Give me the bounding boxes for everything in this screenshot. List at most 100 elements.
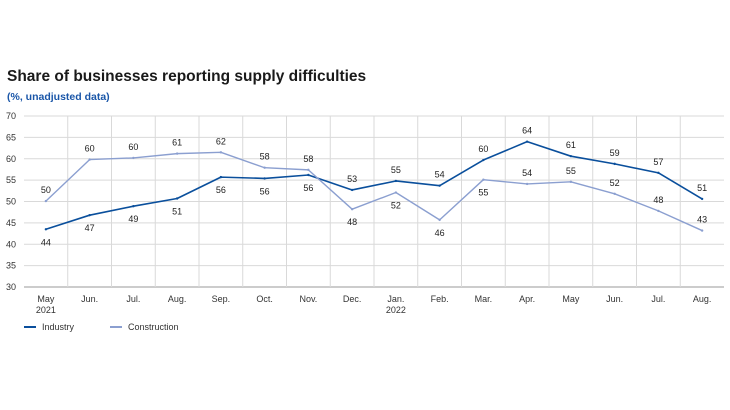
y-tick-label: 45	[6, 218, 16, 228]
data-label-industry: 57	[653, 157, 663, 167]
y-tick-label: 35	[6, 261, 16, 271]
data-point-industry	[219, 175, 223, 179]
data-point-construction	[525, 182, 529, 186]
data-label-industry: 60	[478, 144, 488, 154]
x-tick-label: Sep.	[212, 294, 231, 304]
data-label-construction: 55	[478, 188, 488, 198]
y-tick-label: 55	[6, 175, 16, 185]
y-tick-label: 50	[6, 197, 16, 207]
legend-swatch-industry	[24, 326, 36, 328]
data-point-construction	[394, 191, 398, 194]
legend-item-construction: Construction	[110, 322, 179, 332]
data-label-construction: 58	[260, 152, 270, 162]
data-point-industry	[132, 205, 135, 208]
data-label-industry: 51	[172, 207, 182, 217]
data-label-industry: 61	[566, 140, 576, 150]
data-label-industry: 53	[347, 174, 357, 184]
y-tick-label: 30	[6, 282, 16, 292]
x-tick-label: Jun.	[81, 294, 98, 304]
data-label-industry: 49	[128, 214, 138, 224]
data-label-construction: 52	[610, 178, 620, 188]
data-point-industry	[307, 173, 310, 177]
series-line-industry	[45, 140, 703, 231]
data-point-industry	[700, 197, 704, 201]
legend-label-construction: Construction	[128, 322, 179, 332]
data-label-industry: 56	[303, 183, 313, 193]
data-label-construction: 60	[128, 142, 138, 152]
data-point-construction	[482, 178, 485, 181]
x-tick-year-label: 2022	[386, 305, 406, 315]
data-point-construction	[88, 158, 91, 161]
data-point-construction	[44, 199, 48, 203]
x-tick-label: Jan.	[387, 294, 404, 304]
x-tick-label: Oct.	[256, 294, 273, 304]
data-point-construction	[219, 151, 223, 154]
data-label-construction: 43	[697, 215, 707, 225]
data-point-industry	[175, 197, 179, 200]
data-point-construction	[613, 192, 616, 196]
data-label-industry: 51	[697, 183, 707, 193]
data-label-industry: 64	[522, 126, 532, 136]
data-label-industry: 56	[260, 186, 270, 196]
x-tick-label: Mar.	[475, 294, 493, 304]
x-tick-label: Apr.	[519, 294, 535, 304]
data-label-industry: 54	[435, 170, 445, 180]
data-point-construction	[132, 156, 135, 160]
series-line-construction	[45, 151, 703, 232]
data-point-industry	[438, 184, 441, 187]
data-label-construction: 46	[435, 228, 445, 238]
x-tick-label: Aug.	[693, 294, 712, 304]
data-label-industry: 56	[216, 185, 226, 195]
data-label-construction: 54	[522, 168, 532, 178]
data-point-industry	[569, 154, 573, 158]
data-label-industry: 44	[41, 237, 51, 247]
y-tick-label: 65	[6, 132, 16, 142]
y-tick-label: 70	[6, 111, 16, 121]
data-label-construction: 50	[41, 185, 51, 195]
data-point-industry	[657, 171, 660, 175]
data-point-industry	[525, 140, 529, 143]
chart-subtitle: (%, unadjusted data)	[7, 91, 110, 103]
x-tick-label: Jul.	[651, 294, 665, 304]
data-point-industry	[613, 162, 616, 166]
data-label-industry: 59	[610, 148, 620, 158]
data-point-construction	[307, 168, 310, 172]
x-tick-label: May	[562, 294, 580, 304]
data-label-construction: 48	[347, 217, 357, 227]
data-point-industry	[350, 188, 354, 192]
x-tick-label: Nov.	[299, 294, 317, 304]
data-point-construction	[438, 218, 441, 222]
data-label-construction: 61	[172, 138, 182, 148]
data-label-construction: 48	[653, 195, 663, 205]
data-point-construction	[657, 209, 660, 213]
data-point-industry	[394, 179, 398, 183]
data-point-construction	[175, 152, 179, 155]
x-tick-year-label: 2021	[36, 305, 56, 315]
legend-swatch-construction	[110, 326, 123, 328]
data-point-industry	[482, 158, 485, 162]
legend-item-industry: Industry	[24, 322, 74, 332]
x-tick-label: Jun.	[606, 294, 623, 304]
x-tick-label: Jul.	[126, 294, 140, 304]
data-point-construction	[569, 180, 573, 184]
x-tick-label: Dec.	[343, 294, 362, 304]
data-point-construction	[263, 166, 266, 169]
chart-title: Share of businesses reporting supply dif…	[7, 68, 367, 85]
data-point-construction	[700, 229, 704, 232]
data-point-industry	[88, 213, 91, 217]
x-tick-label: May	[37, 294, 55, 304]
x-tick-label: Aug.	[168, 294, 187, 304]
data-label-construction: 62	[216, 136, 226, 146]
data-label-industry: 47	[85, 223, 95, 233]
y-tick-label: 40	[6, 239, 16, 249]
data-point-industry	[263, 177, 266, 180]
data-label-industry: 55	[391, 165, 401, 175]
data-label-construction: 52	[391, 201, 401, 211]
x-tick-label: Feb.	[431, 294, 449, 304]
data-label-construction: 55	[566, 166, 576, 176]
chart-legend: Industry Construction	[24, 322, 215, 332]
data-point-construction	[350, 207, 354, 211]
y-tick-label: 60	[6, 154, 16, 164]
legend-label-industry: Industry	[42, 322, 75, 332]
